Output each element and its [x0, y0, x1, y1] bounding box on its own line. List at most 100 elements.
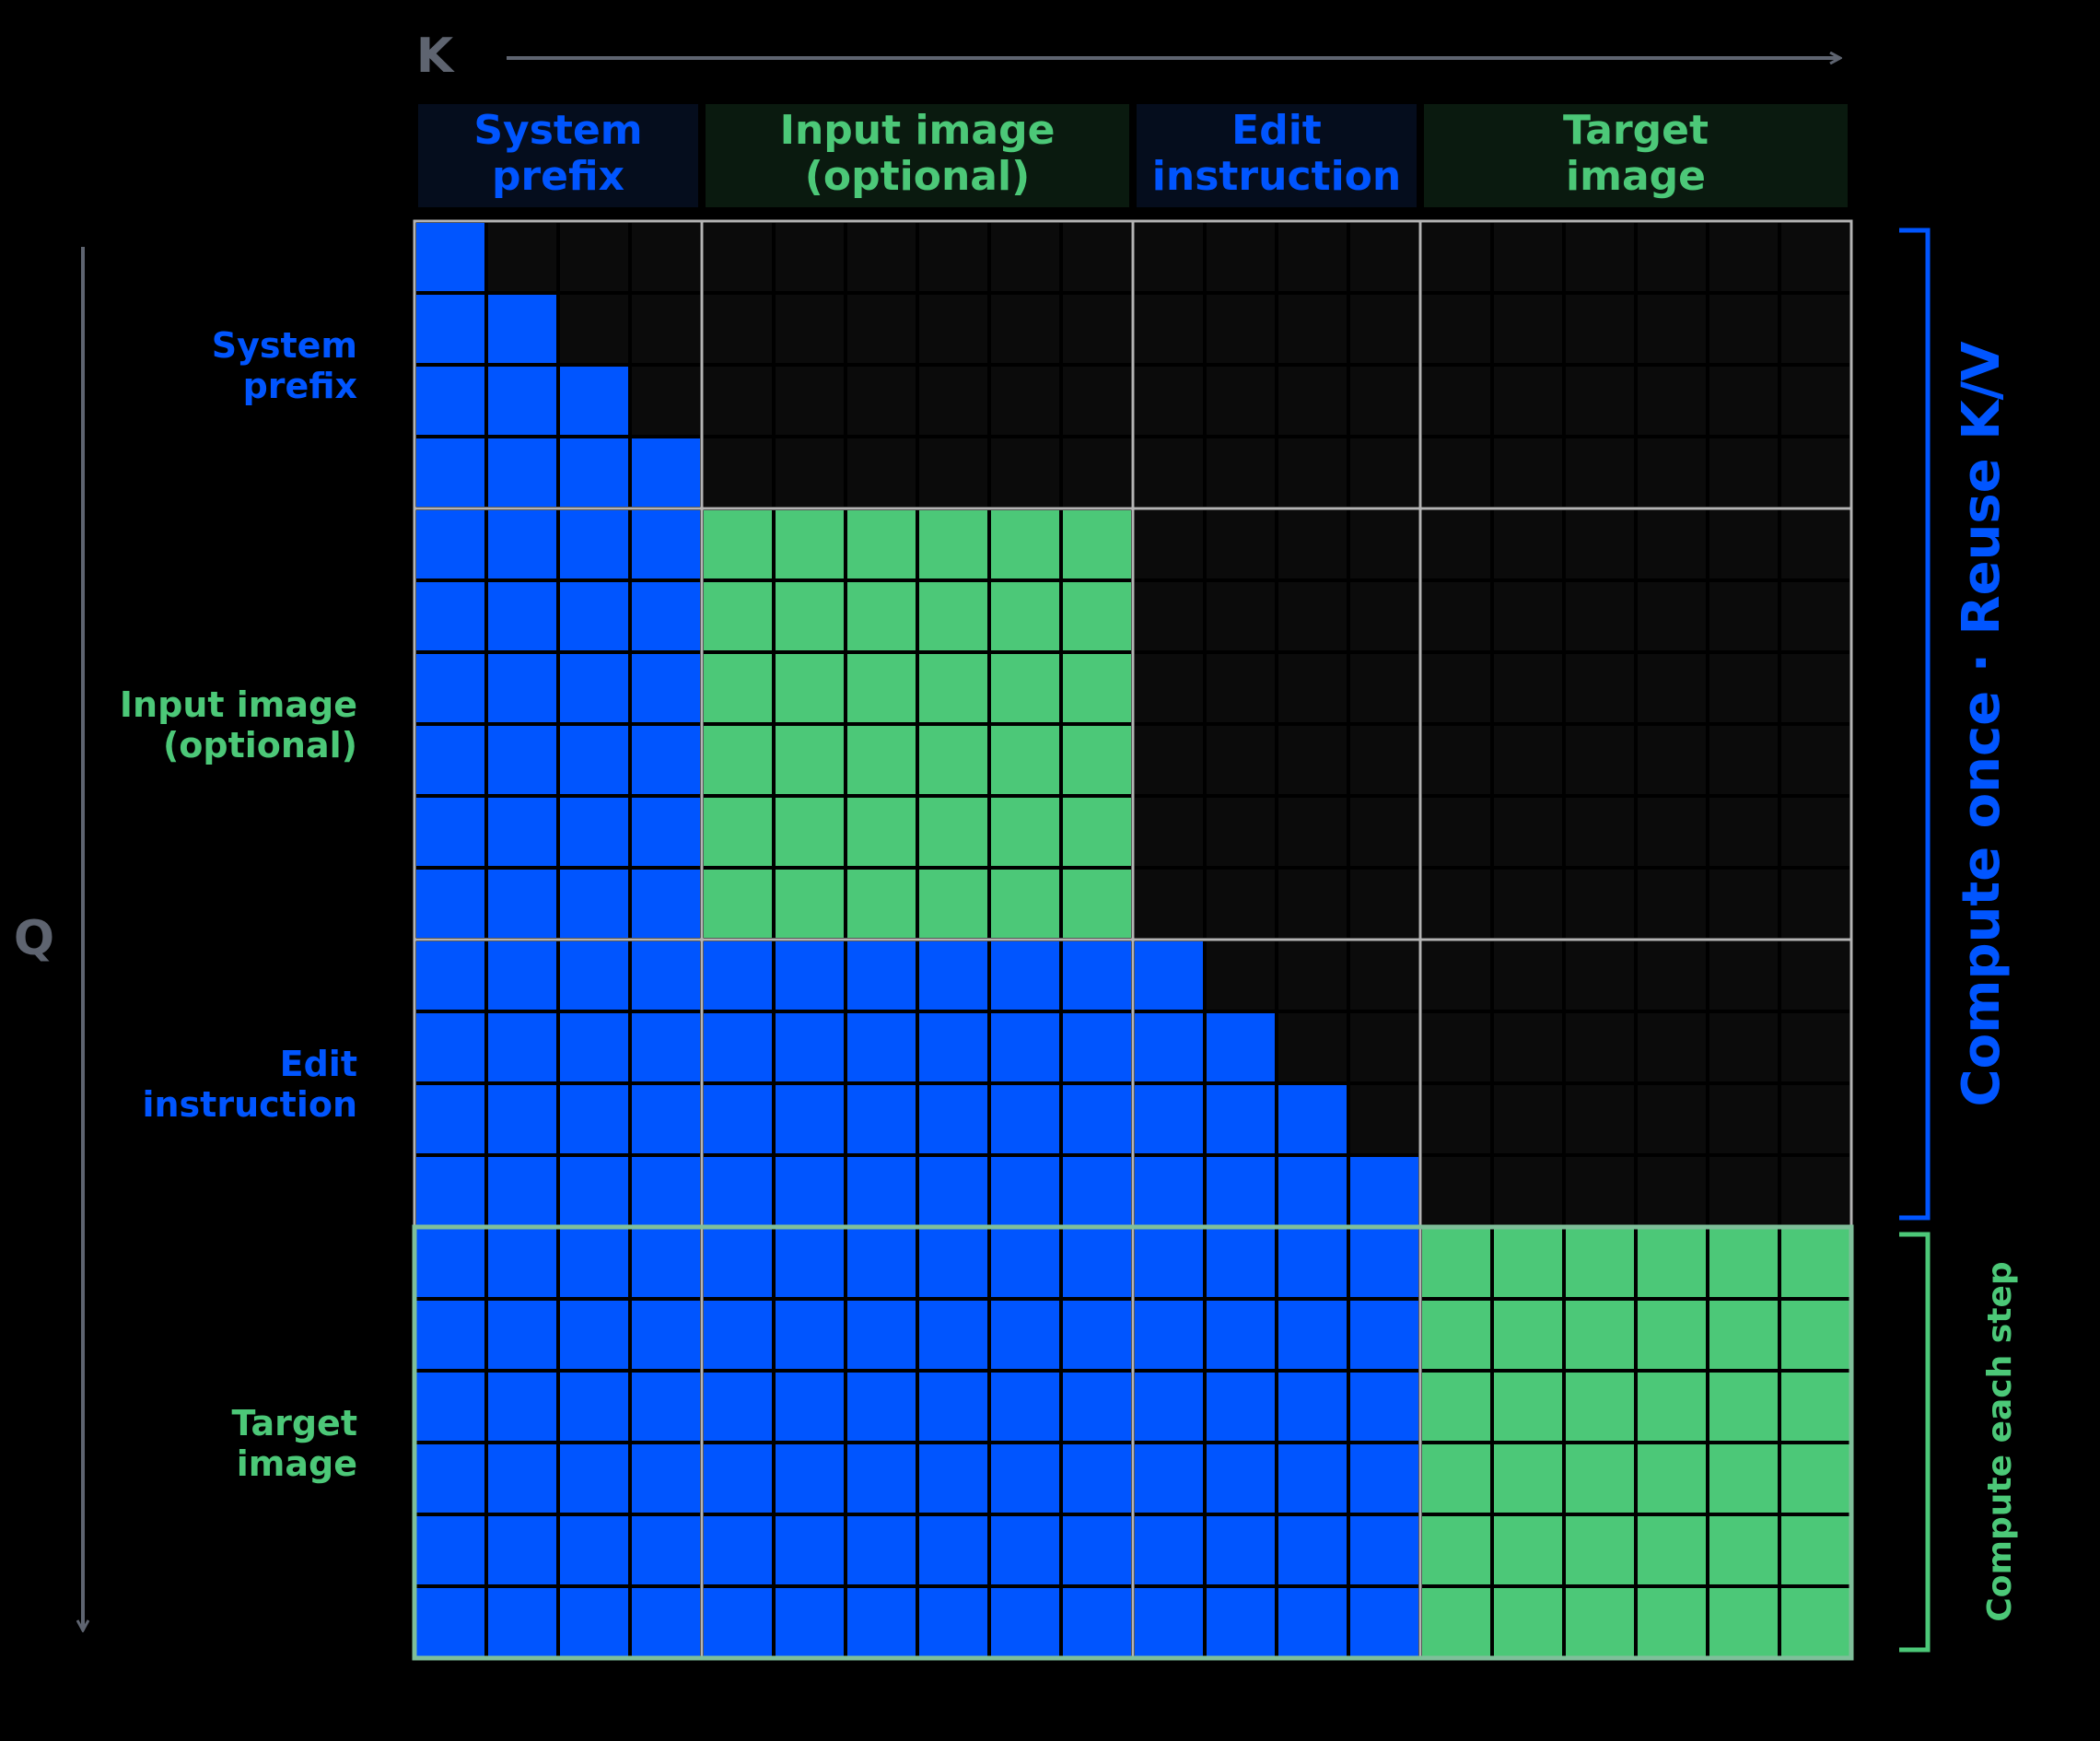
- mask-cell-attend: [704, 1588, 772, 1656]
- mask-cell-attend: [632, 1444, 700, 1513]
- mask-cell-attend: [632, 1516, 700, 1584]
- mask-cell-masked: [1566, 295, 1634, 363]
- mask-cell-masked: [919, 438, 987, 507]
- mask-cell-attend-bidirectional: [1494, 1373, 1562, 1441]
- mask-cell-attend: [919, 1373, 987, 1441]
- mask-cell-attend: [560, 1301, 628, 1369]
- mask-cell-attend: [991, 1229, 1059, 1297]
- mask-cell-masked: [1709, 798, 1778, 866]
- mask-cell-masked: [1207, 798, 1275, 866]
- mask-cell-masked: [1278, 654, 1347, 722]
- mask-cell-masked: [1638, 295, 1706, 363]
- column-header-target-image: Target image: [1563, 107, 1709, 200]
- mask-cell-masked: [1781, 1085, 1849, 1153]
- mask-cell-attend-bidirectional: [704, 510, 772, 578]
- mask-cell-attend-bidirectional: [847, 870, 916, 938]
- mask-cell-masked: [1207, 510, 1275, 578]
- mask-cell-masked: [1638, 223, 1706, 291]
- mask-cell-attend: [704, 1373, 772, 1441]
- mask-cell-masked: [1566, 582, 1634, 650]
- mask-cell-attend-bidirectional: [919, 654, 987, 722]
- mask-cell-masked: [1207, 654, 1275, 722]
- mask-cell-attend: [560, 438, 628, 507]
- mask-cell-masked: [1566, 510, 1634, 578]
- mask-cell-attend: [416, 1013, 484, 1081]
- mask-cell-masked: [1781, 798, 1849, 866]
- mask-cell-attend: [632, 1085, 700, 1153]
- mask-cell-masked: [1350, 510, 1418, 578]
- mask-cell-attend-bidirectional: [1494, 1588, 1562, 1656]
- mask-cell-attend: [560, 1373, 628, 1441]
- mask-cell-attend: [1135, 1013, 1203, 1081]
- mask-cell-attend: [919, 1013, 987, 1081]
- mask-cell-attend: [1278, 1373, 1347, 1441]
- mask-cell-attend: [847, 1516, 916, 1584]
- mask-cell-attend: [847, 1157, 916, 1225]
- mask-cell-attend: [919, 941, 987, 1010]
- mask-cell-attend: [1278, 1588, 1347, 1656]
- mask-cell-masked: [1422, 1085, 1490, 1153]
- attention-mask-grid: [416, 223, 1849, 1656]
- mask-cell-attend: [1350, 1157, 1418, 1225]
- mask-cell-attend: [560, 1444, 628, 1513]
- mask-cell-masked: [1709, 582, 1778, 650]
- mask-cell-masked: [1709, 510, 1778, 578]
- mask-cell-attend-bidirectional: [776, 726, 844, 794]
- mask-cell-masked: [1494, 654, 1562, 722]
- mask-cell-masked: [1063, 367, 1131, 435]
- mask-cell-masked: [704, 295, 772, 363]
- mask-cell-attend-bidirectional: [1638, 1229, 1706, 1297]
- mask-cell-masked: [1207, 726, 1275, 794]
- mask-cell-attend: [1063, 1444, 1131, 1513]
- mask-cell-attend-bidirectional: [1494, 1229, 1562, 1297]
- mask-cell-attend-bidirectional: [704, 726, 772, 794]
- mask-cell-masked: [919, 295, 987, 363]
- mask-cell-attend: [1278, 1516, 1347, 1584]
- mask-cell-attend: [488, 654, 556, 722]
- mask-cell-attend-bidirectional: [847, 654, 916, 722]
- mask-cell-attend: [1063, 1516, 1131, 1584]
- mask-cell-masked: [1278, 798, 1347, 866]
- mask-cell-attend: [704, 1516, 772, 1584]
- mask-cell-masked: [1638, 1157, 1706, 1225]
- mask-cell-attend: [488, 582, 556, 650]
- mask-cell-attend: [560, 582, 628, 650]
- mask-cell-masked: [991, 223, 1059, 291]
- column-header-edit-instruction: Edit instruction: [1152, 107, 1401, 200]
- mask-cell-attend: [488, 798, 556, 866]
- mask-cell-masked: [1709, 654, 1778, 722]
- mask-cell-attend: [1135, 1157, 1203, 1225]
- mask-cell-attend: [560, 798, 628, 866]
- target-rows-outline: [412, 1224, 1854, 1661]
- mask-cell-attend-bidirectional: [847, 798, 916, 866]
- mask-cell-attend: [704, 1229, 772, 1297]
- mask-cell-attend-bidirectional: [1781, 1301, 1849, 1369]
- mask-cell-attend-bidirectional: [704, 582, 772, 650]
- mask-cell-attend: [632, 726, 700, 794]
- mask-cell-masked: [1638, 1085, 1706, 1153]
- mask-cell-attend: [1063, 1013, 1131, 1081]
- mask-cell-masked: [1350, 941, 1418, 1010]
- mask-cell-masked: [1781, 870, 1849, 938]
- mask-cell-masked: [847, 438, 916, 507]
- mask-cell-masked: [1494, 941, 1562, 1010]
- mask-cell-masked: [1494, 510, 1562, 578]
- mask-cell-masked: [1207, 941, 1275, 1010]
- mask-cell-attend: [416, 1588, 484, 1656]
- mask-cell-attend: [847, 1588, 916, 1656]
- mask-cell-attend-bidirectional: [919, 870, 987, 938]
- mask-cell-masked: [1422, 798, 1490, 866]
- mask-cell-attend: [488, 726, 556, 794]
- mask-cell-masked: [1566, 654, 1634, 722]
- mask-cell-masked: [991, 367, 1059, 435]
- mask-cell-attend: [416, 1085, 484, 1153]
- row-label-target-image: Target image: [231, 1403, 357, 1484]
- mask-cell-attend: [416, 1229, 484, 1297]
- mask-cell-attend: [560, 1013, 628, 1081]
- mask-cell-masked: [1422, 1157, 1490, 1225]
- mask-cell-masked: [1566, 726, 1634, 794]
- mask-cell-masked: [1278, 295, 1347, 363]
- mask-cell-attend: [1063, 1229, 1131, 1297]
- mask-cell-attend-bidirectional: [776, 510, 844, 578]
- mask-cell-attend-bidirectional: [919, 582, 987, 650]
